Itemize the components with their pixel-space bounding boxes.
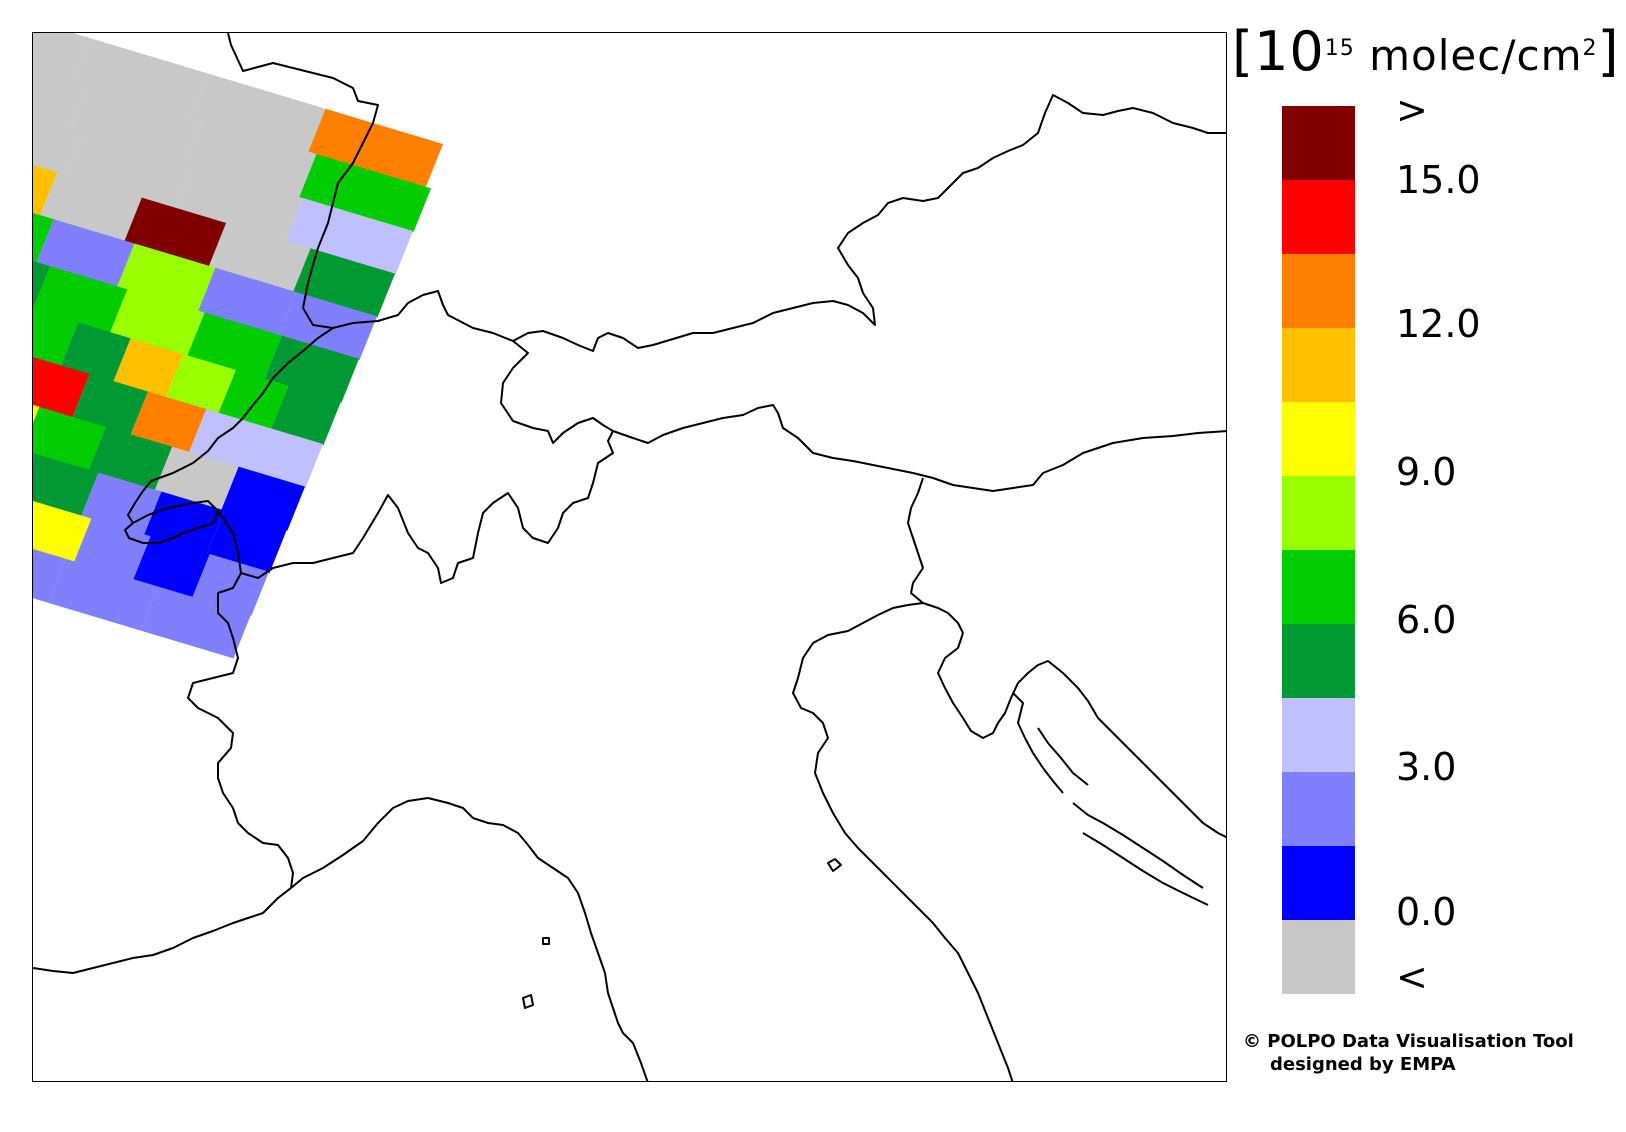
swath-pixel [124, 197, 227, 267]
swath-pixel [48, 558, 159, 631]
colorbar-segment [1282, 328, 1355, 402]
swath-pixel [33, 405, 40, 423]
swath-pixel [33, 501, 92, 563]
colorbar-tick-label: 9.0 [1396, 450, 1457, 494]
colorbar-segment [1282, 772, 1355, 846]
swath-pixel [33, 357, 90, 418]
swiss-north-border [332, 290, 614, 444]
swath-pixel [133, 536, 210, 599]
swath-pixel [33, 213, 54, 264]
swath-pixel [208, 222, 311, 293]
swath-pixel [130, 391, 207, 453]
swath-pixel [39, 172, 142, 242]
swath-pixel [307, 108, 443, 188]
credit-line-2: designed by EMPA [1270, 1054, 1456, 1075]
swath-pixel [247, 426, 323, 488]
colorbar-unit-label: [1015 molec/cm2] [1232, 20, 1620, 83]
swath-pixel [165, 354, 236, 414]
colorbar [1282, 106, 1355, 994]
swath-pixel [33, 452, 36, 461]
colorbar-segment [1282, 476, 1355, 550]
swath-pixel [143, 491, 225, 555]
swath-pixel [298, 154, 431, 233]
colorbar-segment [1282, 624, 1355, 698]
swath-pixel [33, 261, 51, 310]
swath-pixel [72, 374, 148, 436]
swath-pixel [140, 586, 251, 659]
swath-pixel [154, 446, 239, 511]
colorbar-tick-label: 15.0 [1396, 158, 1481, 202]
colorbar-tick-label: 12.0 [1396, 302, 1481, 346]
colorbar-tick-label: 6.0 [1396, 598, 1457, 642]
map-panel [32, 32, 1227, 1082]
colorbar-segment [1282, 920, 1355, 994]
colorbar-segment [1282, 254, 1355, 328]
colorbar-tick-label: 0.0 [1396, 890, 1457, 934]
austria-north-border [512, 94, 1226, 352]
swath-pixel [33, 68, 88, 130]
colorbar-segment [1282, 550, 1355, 624]
swath-pixel [69, 85, 203, 164]
swath-pixel [270, 385, 341, 446]
french-coast [33, 887, 292, 974]
france-italy-border [187, 572, 294, 889]
swath-pixel [33, 548, 66, 603]
credit-line-1: © POLPO Data Visualisation Tool [1243, 1031, 1574, 1052]
ligurian-coast [290, 797, 649, 1081]
colorbar-tick-label: < [1396, 955, 1428, 999]
swath-pixel [33, 406, 106, 471]
rhine-border [227, 33, 379, 329]
colorbar-segment [1282, 846, 1355, 920]
swath-pixel [73, 518, 151, 581]
swath-pixel [65, 132, 193, 209]
colorbar-segment [1282, 180, 1355, 254]
island-marker [542, 937, 550, 945]
swath-pixel [175, 165, 303, 242]
slovenia-border [907, 477, 964, 634]
swiss-south-border [217, 430, 614, 584]
swath-pixel [33, 117, 83, 176]
adriatic-coast [792, 602, 1014, 1081]
swath-pixel [72, 38, 209, 118]
croatian-islands [1012, 692, 1209, 906]
satellite-swath [33, 33, 443, 659]
istria-coast [937, 632, 1226, 839]
island-marker [522, 994, 534, 1009]
swath-pixel [60, 322, 131, 383]
swath-pixel [190, 73, 326, 153]
swath-pixel [293, 248, 395, 318]
swath-pixel [33, 165, 58, 217]
swiss-west-border [127, 327, 334, 524]
colorbar-segment [1282, 698, 1355, 772]
credit-text: © POLPO Data Visualisation Tool designed… [1243, 1030, 1574, 1076]
swath-pixel [218, 369, 289, 430]
swath-pixel [206, 510, 287, 574]
swath-pixel [81, 472, 162, 536]
colorbar-tick-label: > [1396, 88, 1428, 132]
swath-pixel [33, 33, 91, 83]
swath-pixel [285, 198, 413, 275]
swath-pixel [33, 453, 99, 517]
austria-south-border [612, 404, 1226, 492]
lake-geneva [124, 500, 219, 544]
swath-pixel [33, 308, 79, 367]
swath-pixel [188, 409, 265, 471]
colorbar-segment [1282, 402, 1355, 476]
colorbar-tick-label: 3.0 [1396, 745, 1457, 789]
colorbar-segment [1282, 106, 1355, 180]
country-borders [33, 33, 1226, 1081]
swath-pixel [184, 119, 317, 199]
swath-pixel [221, 466, 305, 531]
map-canvas [33, 33, 1226, 1081]
island-marker [827, 858, 842, 872]
swath-pixel [192, 554, 269, 616]
swath-pixel [113, 338, 184, 399]
swath-pixel [88, 426, 173, 491]
